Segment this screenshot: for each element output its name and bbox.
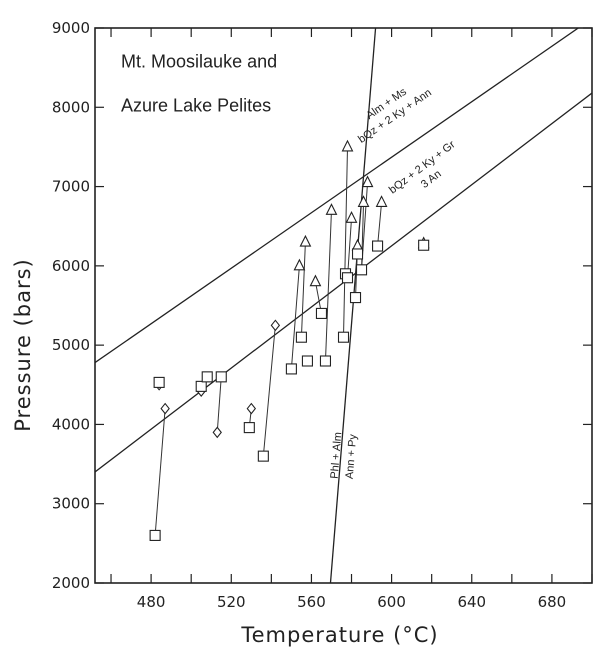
- square-point: [301, 355, 313, 367]
- square-point: [257, 450, 269, 462]
- triangle-point: [325, 203, 338, 215]
- y-axis-title: Pressure (bars): [11, 258, 35, 432]
- tie-line: [154, 408, 166, 536]
- triangle-point: [357, 195, 370, 207]
- y-tick-label: 8000: [52, 98, 90, 116]
- triangle-point: [375, 195, 388, 207]
- x-tick-label: 600: [377, 593, 406, 611]
- tie-line: [262, 325, 276, 457]
- tie-line: [347, 218, 353, 278]
- y-tick-label: 4000: [52, 415, 90, 433]
- data-layer: [95, 28, 592, 583]
- square-point: [201, 371, 213, 383]
- square-point: [153, 376, 165, 388]
- diamond-point: [270, 319, 281, 332]
- y-tick-label: 6000: [52, 257, 90, 275]
- x-tick-label: 480: [137, 593, 166, 611]
- triangle-point: [293, 258, 306, 271]
- triangle-point: [345, 211, 358, 223]
- triangle-point: [341, 139, 354, 152]
- square-point: [418, 239, 430, 251]
- y-tick-label: 5000: [52, 336, 90, 354]
- square-point: [215, 371, 227, 383]
- reaction-label-bottom: Ann + Py: [344, 433, 360, 479]
- triangle-point: [299, 234, 312, 247]
- x-tick-label: 640: [457, 593, 486, 611]
- reaction-line: [329, 28, 377, 583]
- diamond-point: [246, 402, 257, 415]
- square-point: [355, 264, 368, 276]
- chart-annotation: Mt. Moosilauke and: [121, 52, 277, 72]
- reaction-label: Phl + Alm Ann + Py: [329, 432, 360, 480]
- square-point: [149, 529, 161, 541]
- chart-annotation: Azure Lake Pelites: [121, 95, 271, 115]
- square-point: [337, 331, 350, 343]
- y-tick-label: 7000: [52, 178, 90, 196]
- tie-line: [290, 265, 300, 369]
- triangle-point: [361, 175, 374, 188]
- reaction-line: [95, 28, 580, 364]
- tie-line: [216, 376, 222, 433]
- tie-line: [343, 146, 349, 338]
- reaction-label-top: Phl + Alm: [329, 432, 345, 480]
- x-tick-label: 680: [538, 593, 567, 611]
- tie-line: [300, 242, 306, 338]
- square-point: [351, 248, 364, 260]
- x-axis-title: Temperature (°C): [240, 623, 438, 647]
- triangle-point: [309, 274, 322, 287]
- plot-frame: [94, 27, 593, 584]
- square-point: [319, 355, 332, 367]
- y-tick-label: 3000: [52, 495, 90, 513]
- square-point: [315, 307, 328, 319]
- x-tick-label: 520: [217, 593, 246, 611]
- square-point: [243, 422, 255, 434]
- diamond-point: [212, 426, 222, 439]
- y-tick-label: 2000: [52, 574, 90, 592]
- square-point: [341, 272, 354, 284]
- reaction-label-top: bQz + 2 Ky + Gr: [387, 138, 458, 196]
- tie-line: [324, 210, 332, 362]
- diamond-point: [160, 402, 170, 415]
- square-point: [195, 380, 207, 392]
- square-point: [349, 292, 362, 304]
- square-point: [372, 240, 384, 252]
- y-tick-label: 9000: [52, 19, 90, 37]
- plot-area: 480 520 560 600 640 680 2000 3000 4000 5000 6000 70…: [52, 19, 593, 611]
- tie-line: [377, 202, 383, 247]
- square-point: [285, 363, 297, 375]
- square-point: [295, 331, 307, 343]
- x-tick-label: 560: [297, 593, 326, 611]
